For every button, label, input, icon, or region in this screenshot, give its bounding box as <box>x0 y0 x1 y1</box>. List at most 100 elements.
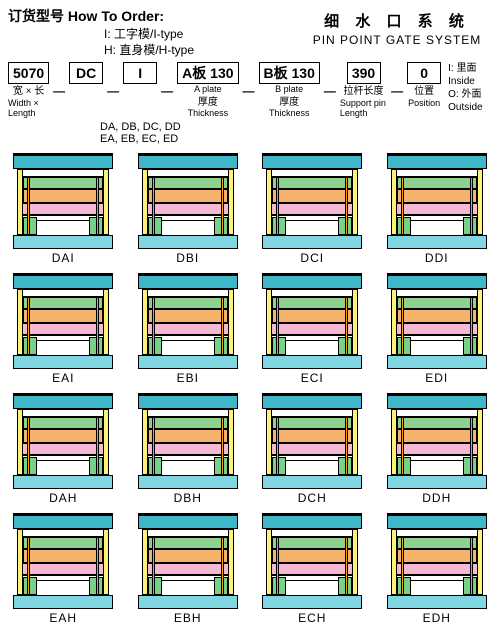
mold-plate <box>397 537 477 549</box>
mold-pillar <box>352 529 358 595</box>
mold-plate <box>393 443 481 455</box>
mold-plate <box>393 563 481 575</box>
param-box: I <box>123 62 157 84</box>
mold-foot <box>23 457 37 475</box>
mold-pin <box>276 537 279 595</box>
param-box: 0 <box>407 62 441 84</box>
mold-pillar <box>266 529 272 595</box>
mold-plate <box>23 177 103 189</box>
mold-plate <box>262 275 362 289</box>
mold-plate <box>19 323 107 335</box>
param-col: DC <box>69 62 103 86</box>
mold-pin <box>152 537 155 595</box>
mold-pillar <box>352 169 358 235</box>
mold-diagram <box>262 273 362 369</box>
system-title-cn: 细 水 口 系 统 <box>302 10 492 31</box>
mold-pillar <box>352 289 358 355</box>
mold-plate <box>397 297 477 309</box>
mold-diagram <box>13 393 113 489</box>
mold-plate <box>13 515 113 529</box>
grid-cell: EDI <box>382 273 493 385</box>
mold-pin <box>276 297 279 355</box>
mold-plate <box>19 529 107 537</box>
mold-pin <box>345 537 348 595</box>
mold-plate <box>144 289 232 297</box>
mold-plate <box>138 395 238 409</box>
mold-pin <box>470 537 473 595</box>
param-col: 390拉杆长度Support pin Length <box>340 62 387 118</box>
mold-pillar <box>17 409 23 475</box>
mold-plate <box>138 475 238 489</box>
mold-plate <box>138 355 238 369</box>
mold-plate <box>387 595 487 609</box>
mold-plate <box>262 395 362 409</box>
mold-plate <box>19 169 107 177</box>
mold-pin <box>221 537 224 595</box>
mold-pin <box>27 177 30 235</box>
series-notes: DA, DB, DC, DD EA, EB, EC, ED <box>100 121 492 145</box>
param-box: 5070 <box>8 62 49 84</box>
mold-pillar <box>477 409 483 475</box>
mold-plate <box>138 595 238 609</box>
mold-diagram <box>262 513 362 609</box>
mold-plate <box>144 563 232 575</box>
mold-diagram <box>387 513 487 609</box>
mold-plate <box>144 169 232 177</box>
dash: — <box>52 84 66 98</box>
type-lines: I: 工字模/I-type H: 直身模/H-type <box>104 26 282 58</box>
mold-pin <box>401 177 404 235</box>
grid-cell: DBI <box>133 153 244 265</box>
mold-plate <box>387 395 487 409</box>
mold-diagram <box>13 513 113 609</box>
mold-foot <box>148 457 162 475</box>
mold-plate <box>387 355 487 369</box>
mold-plate <box>19 289 107 297</box>
mold-pillar <box>228 529 234 595</box>
mold-foot <box>397 217 411 235</box>
mold-pillar <box>391 289 397 355</box>
mold-plate <box>387 475 487 489</box>
mold-plate <box>262 515 362 529</box>
param-col: I <box>123 62 157 86</box>
mold-plate <box>148 537 228 549</box>
mold-foot <box>148 217 162 235</box>
mold-plate <box>23 537 103 549</box>
mold-pillar <box>266 169 272 235</box>
mold-plate <box>19 443 107 455</box>
mold-plate <box>272 549 352 563</box>
mold-plate <box>268 529 356 537</box>
mold-plate <box>13 275 113 289</box>
mold-pillar <box>142 529 148 595</box>
mold-plate <box>268 323 356 335</box>
mold-diagram <box>262 153 362 249</box>
mold-pin <box>27 537 30 595</box>
mold-plate <box>148 189 228 203</box>
mold-pin <box>401 297 404 355</box>
mold-plate <box>272 189 352 203</box>
mold-plate <box>144 409 232 417</box>
param-sub-cn: 厚度 <box>198 97 218 109</box>
mold-plate <box>272 177 352 189</box>
param-col: B板 130B plate厚度Thickness <box>259 62 320 118</box>
dash: — <box>160 84 174 98</box>
param-sub-cn: 拉杆长度 <box>344 86 384 98</box>
mold-foot <box>397 337 411 355</box>
mold-plate <box>393 409 481 417</box>
grid-cell: EAH <box>8 513 119 625</box>
param-sub-en: Thickness <box>269 108 310 118</box>
mold-foot <box>272 217 286 235</box>
mold-plate <box>138 235 238 249</box>
mold-plate <box>268 443 356 455</box>
mold-pillar <box>228 289 234 355</box>
mold-pillar <box>142 409 148 475</box>
mold-plate <box>272 309 352 323</box>
cell-label: EDH <box>423 611 451 625</box>
mold-plate <box>272 297 352 309</box>
header-left: 订货型号 How To Order: I: 工字模/I-type H: 直身模/… <box>8 6 282 58</box>
mold-plate <box>393 203 481 215</box>
mold-foot <box>272 457 286 475</box>
mold-plate <box>262 155 362 169</box>
mold-pin <box>470 177 473 235</box>
header-right: 细 水 口 系 统 PIN POINT GATE SYSTEM <box>302 6 492 58</box>
param-col: 5070宽 × 长Width × Length <box>8 62 49 118</box>
